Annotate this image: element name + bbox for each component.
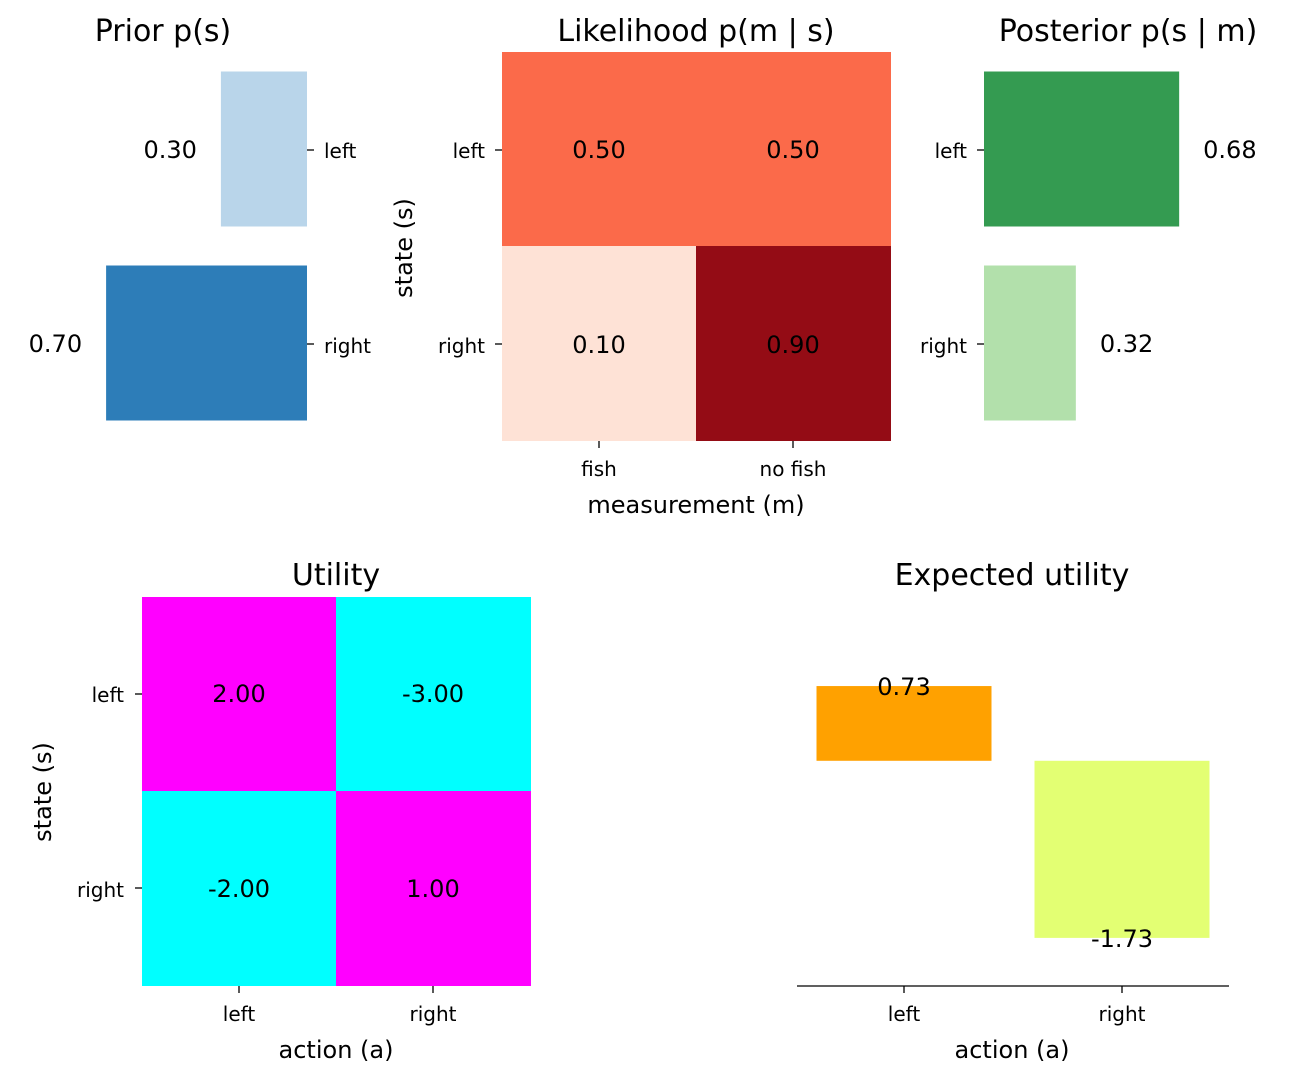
expected-utility-value-label-left: 0.73	[877, 673, 930, 701]
posterior-title: Posterior p(s | m)	[999, 14, 1258, 49]
likelihood-cell-left-nofish	[696, 52, 891, 247]
expected-utility-xlabel: action (a)	[955, 1036, 1070, 1064]
utility-xlabel: action (a)	[279, 1036, 394, 1064]
utility-value-right-right: 1.00	[406, 875, 459, 903]
utility-ytick-label-right: right	[77, 878, 124, 902]
likelihood-value-right-fish: 0.10	[572, 331, 625, 359]
utility-xtick-label-right: right	[410, 1002, 457, 1026]
likelihood-value-left-fish: 0.50	[572, 136, 625, 164]
likelihood-cell-left-fish	[502, 52, 697, 247]
likelihood-ytick-label-left: left	[453, 139, 486, 163]
posterior-bar-left	[984, 71, 1180, 227]
posterior-value-label-right: 0.32	[1100, 330, 1153, 358]
prior-tick-label-left: left	[324, 139, 357, 163]
likelihood-title: Likelihood p(m | s)	[557, 14, 834, 49]
likelihood-xtick-label-nofish: no fish	[760, 457, 827, 481]
expected-utility-xtick-label-right: right	[1099, 1002, 1146, 1026]
prior-tick-label-right: right	[324, 334, 371, 358]
utility-title: Utility	[292, 558, 380, 593]
utility-cell-left-left	[142, 597, 337, 792]
posterior-tick-label-left: left	[935, 139, 968, 163]
utility-ytick-label-left: left	[92, 683, 125, 707]
utility-ylabel: state (s)	[29, 742, 57, 842]
likelihood-ylabel: state (s)	[390, 198, 418, 298]
prior-value-label-left: 0.30	[143, 136, 196, 164]
expected-utility-panel: Expected utility 0.73 -1.73 left right a…	[797, 558, 1229, 1064]
prior-bar-left	[220, 71, 307, 227]
likelihood-value-left-nofish: 0.50	[766, 136, 819, 164]
expected-utility-title: Expected utility	[895, 558, 1130, 593]
likelihood-xtick-label-fish: fish	[581, 457, 617, 481]
prior-bar-right	[106, 265, 307, 421]
utility-value-left-left: 2.00	[212, 680, 265, 708]
utility-xtick-label-left: left	[223, 1002, 256, 1026]
posterior-panel: Posterior p(s | m) 0.68 0.32 left right	[920, 14, 1257, 421]
prior-panel: Prior p(s) 0.30 0.70 left right	[29, 14, 371, 421]
utility-cell-left-right	[336, 597, 531, 792]
posterior-bar-right	[984, 265, 1076, 421]
likelihood-value-right-nofish: 0.90	[766, 331, 819, 359]
likelihood-xlabel: measurement (m)	[587, 491, 804, 519]
prior-value-label-right: 0.70	[29, 330, 82, 358]
expected-utility-bar-left	[816, 686, 992, 761]
posterior-tick-label-right: right	[920, 334, 967, 358]
likelihood-panel: Likelihood p(m | s) 0.50 0.50 0.10 0.90 …	[390, 14, 891, 519]
utility-cell-right-right	[336, 791, 531, 986]
utility-cell-right-left	[142, 791, 337, 986]
likelihood-cell-right-fish	[502, 246, 697, 441]
posterior-value-label-left: 0.68	[1203, 136, 1256, 164]
utility-panel: Utility 2.00 -3.00 -2.00 1.00 left right…	[29, 558, 531, 1064]
expected-utility-value-label-right: -1.73	[1091, 925, 1153, 953]
expected-utility-xtick-label-left: left	[888, 1002, 921, 1026]
utility-value-left-right: -3.00	[402, 680, 464, 708]
likelihood-cell-right-nofish	[696, 246, 891, 441]
likelihood-ytick-label-right: right	[438, 334, 485, 358]
expected-utility-bar-right	[1034, 760, 1210, 938]
utility-value-right-left: -2.00	[208, 875, 270, 903]
prior-title: Prior p(s)	[95, 14, 232, 49]
